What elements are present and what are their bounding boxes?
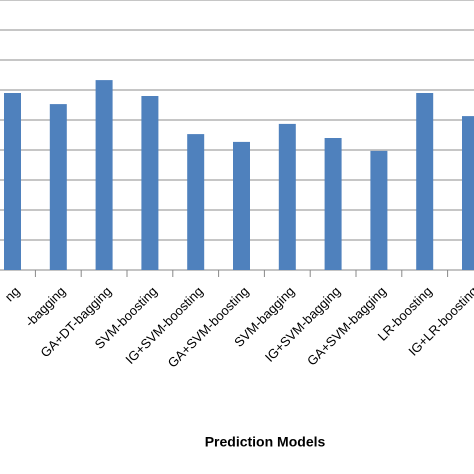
bar: [4, 93, 21, 270]
x-tick-label: IG+SVM-boosting: [122, 284, 205, 367]
bar: [462, 116, 474, 270]
x-axis-title: Prediction Models: [205, 434, 326, 450]
bar: [233, 141, 250, 270]
x-tick-label: GA+SVM-boosting: [165, 284, 252, 371]
bar: [95, 80, 113, 270]
x-tick-label: -bagging: [22, 284, 68, 330]
bar: [324, 138, 342, 270]
bar: [187, 134, 205, 270]
bar: [416, 93, 434, 270]
bar: [278, 123, 296, 271]
bar: [370, 150, 388, 270]
bar: [49, 104, 67, 270]
x-tick-label: GA+SVM-bagging: [304, 284, 389, 369]
x-tick-label: ng: [2, 284, 23, 305]
bar: [141, 96, 159, 270]
